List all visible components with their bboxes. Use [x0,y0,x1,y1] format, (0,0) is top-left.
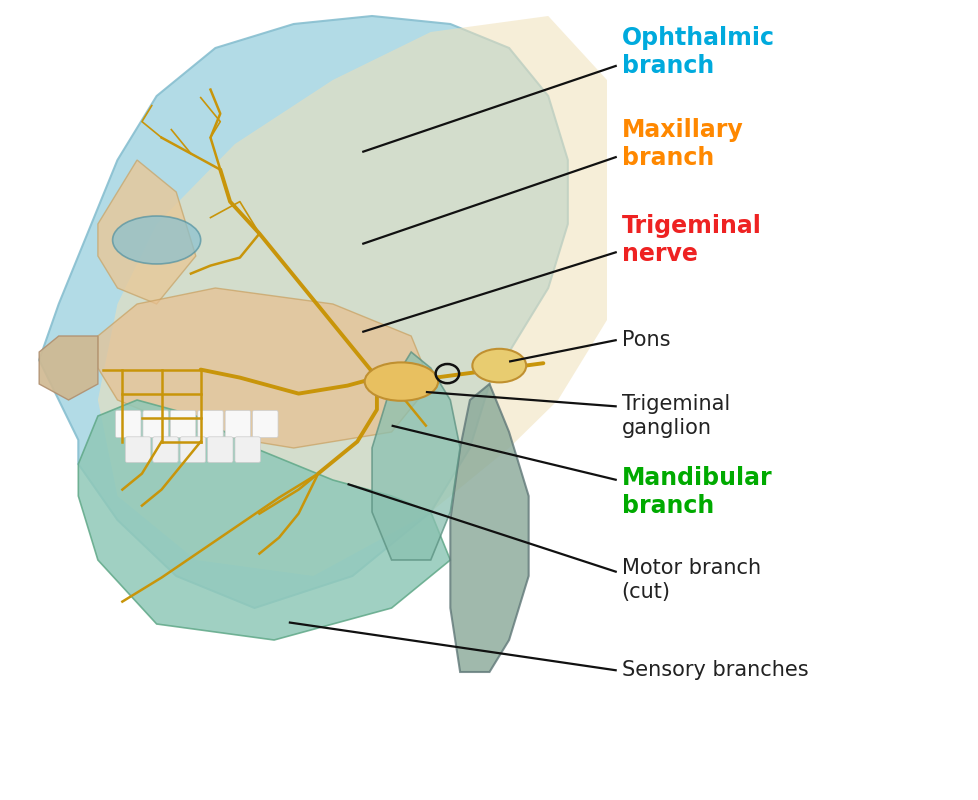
PathPatch shape [39,336,98,400]
PathPatch shape [98,288,430,448]
FancyBboxPatch shape [125,437,151,462]
Text: Trigeminal
ganglion: Trigeminal ganglion [621,394,730,438]
PathPatch shape [450,384,528,672]
Text: Sensory branches: Sensory branches [621,661,808,680]
Text: Ophthalmic
branch: Ophthalmic branch [621,26,774,78]
FancyBboxPatch shape [225,410,250,438]
PathPatch shape [78,400,450,640]
Ellipse shape [112,216,200,264]
FancyBboxPatch shape [153,437,178,462]
Text: Mandibular
branch: Mandibular branch [621,466,772,518]
PathPatch shape [98,16,606,576]
FancyBboxPatch shape [170,410,196,438]
FancyBboxPatch shape [180,437,205,462]
FancyBboxPatch shape [115,410,141,438]
PathPatch shape [372,352,460,560]
FancyBboxPatch shape [207,437,233,462]
PathPatch shape [39,16,567,608]
Text: Motor branch
(cut): Motor branch (cut) [621,558,760,602]
Text: Maxillary
branch: Maxillary branch [621,118,742,170]
PathPatch shape [98,160,196,304]
FancyBboxPatch shape [143,410,168,438]
Ellipse shape [364,362,437,401]
FancyBboxPatch shape [235,437,260,462]
Ellipse shape [471,349,526,382]
Text: Trigeminal
nerve: Trigeminal nerve [621,214,761,266]
FancyBboxPatch shape [252,410,278,438]
FancyBboxPatch shape [198,410,223,438]
Text: Pons: Pons [621,330,670,350]
